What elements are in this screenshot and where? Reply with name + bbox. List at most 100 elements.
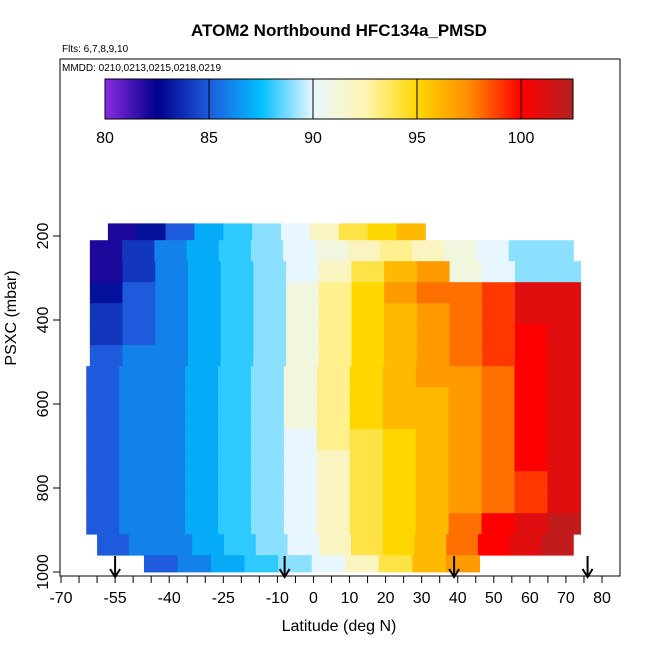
x-axis: -70 -55 -40 -25 -10 0 10 20 30 40 50 60 70 80 [49, 576, 611, 607]
heatmap-cell [514, 408, 549, 430]
colorbar-tick-label: 85 [200, 130, 218, 147]
heatmap-cell [192, 534, 225, 556]
x-axis-title: Latitude (deg N) [282, 618, 397, 635]
y-tick-label: 1000 [35, 554, 52, 590]
heatmap-cell [286, 303, 320, 325]
heatmap-cell [351, 324, 385, 346]
heatmap-cell [415, 471, 450, 493]
heatmap-cell [287, 534, 320, 556]
heatmap-cell [119, 408, 153, 430]
heatmap-cell [481, 513, 516, 535]
heatmap-cell [379, 240, 413, 262]
heatmap-cell [514, 324, 549, 346]
heatmap-cell [187, 324, 222, 346]
heatmap-cell [547, 492, 581, 514]
heatmap-cell [185, 387, 219, 409]
heatmap-cell [449, 345, 483, 367]
heatmap-cell [119, 366, 153, 388]
heatmap-cell [143, 555, 179, 573]
heatmap-cell [187, 303, 222, 325]
heatmap-cell [449, 303, 483, 325]
heatmap-cell [218, 387, 252, 409]
heatmap-cell [345, 555, 380, 573]
heatmap-cell [152, 366, 186, 388]
heatmap-cell [482, 303, 516, 325]
heatmap-cell [154, 240, 188, 262]
heatmap-cell [415, 513, 450, 535]
heatmap-cell [187, 282, 222, 304]
heatmap-cell [86, 450, 120, 472]
x-tick-label: 60 [521, 590, 539, 607]
heatmap-cell [218, 492, 252, 514]
heatmap-cell [286, 345, 320, 367]
heatmap-cell [316, 408, 351, 430]
heatmap-cell [220, 282, 254, 304]
flight-arrow [581, 556, 594, 579]
heatmap-cell [384, 324, 418, 346]
heatmap-cell [119, 429, 153, 451]
heatmap-cell [283, 387, 318, 409]
heatmap-cell [107, 223, 138, 241]
heatmap-cell [547, 450, 581, 472]
heatmap-cell [316, 450, 351, 472]
x-tick-label: 0 [309, 590, 318, 607]
heatmap-cell [347, 240, 381, 262]
x-tick-label: 80 [593, 590, 611, 607]
heatmap-cell [384, 303, 418, 325]
heatmap-cell [482, 261, 516, 283]
heatmap-cell [449, 282, 483, 304]
heatmap-cell [136, 223, 167, 241]
heatmap-cell [349, 408, 384, 430]
heatmap-cell [448, 366, 483, 388]
heatmap-cell [514, 282, 549, 304]
colorbar-gradient [104, 78, 574, 120]
heatmap-cell [514, 429, 549, 451]
heatmap-cell [382, 534, 416, 556]
heatmap-cell [152, 471, 186, 493]
flights-label: Flts: 6,7,8,9,10 [62, 44, 129, 55]
flight-arrow [448, 556, 460, 579]
heatmap-cell [152, 450, 186, 472]
y-axis: 200 400 600 800 1000 [35, 223, 60, 590]
heatmap-cell [481, 492, 516, 514]
heatmap-cell [89, 345, 124, 367]
heatmap-cell [416, 261, 451, 283]
heatmap-cell [382, 366, 417, 388]
heatmap-cell [122, 324, 156, 346]
heatmap-cell [152, 429, 186, 451]
heatmap-cell [250, 429, 285, 451]
heatmap-cell [448, 471, 483, 493]
heatmap-cell [283, 366, 318, 388]
heatmap-cell [349, 429, 384, 451]
heatmap-cell [187, 345, 222, 367]
heatmap-cell [514, 261, 549, 283]
heatmap-cell [415, 450, 450, 472]
y-tick-label: 200 [35, 223, 52, 250]
heatmap-cell [412, 240, 445, 262]
heatmap-cell [218, 429, 252, 451]
heatmap-cell [152, 513, 186, 535]
heatmap-cell [286, 261, 320, 283]
heatmap-cell [514, 303, 549, 325]
heatmap-cell [316, 429, 351, 451]
heatmap-cell [220, 324, 254, 346]
heatmap-cell [119, 450, 153, 472]
heatmap-cell [152, 408, 186, 430]
heatmap-cell [86, 513, 120, 535]
heatmap-cell [86, 408, 120, 430]
x-tick-label: -70 [49, 590, 72, 607]
heatmap-cell [547, 471, 581, 493]
heatmap-cell [367, 223, 398, 241]
heatmap-cell [244, 555, 279, 573]
heatmap-cell [509, 534, 543, 556]
heatmap-cell [185, 513, 219, 535]
heatmap-cell [382, 513, 417, 535]
heatmap-cell [253, 282, 287, 304]
heatmap-cell [152, 387, 186, 409]
heatmap-cell [119, 471, 153, 493]
heatmap-cell [119, 387, 153, 409]
heatmap-cell [416, 303, 451, 325]
heatmap-cell [97, 534, 130, 556]
heatmap-cell [481, 429, 516, 451]
